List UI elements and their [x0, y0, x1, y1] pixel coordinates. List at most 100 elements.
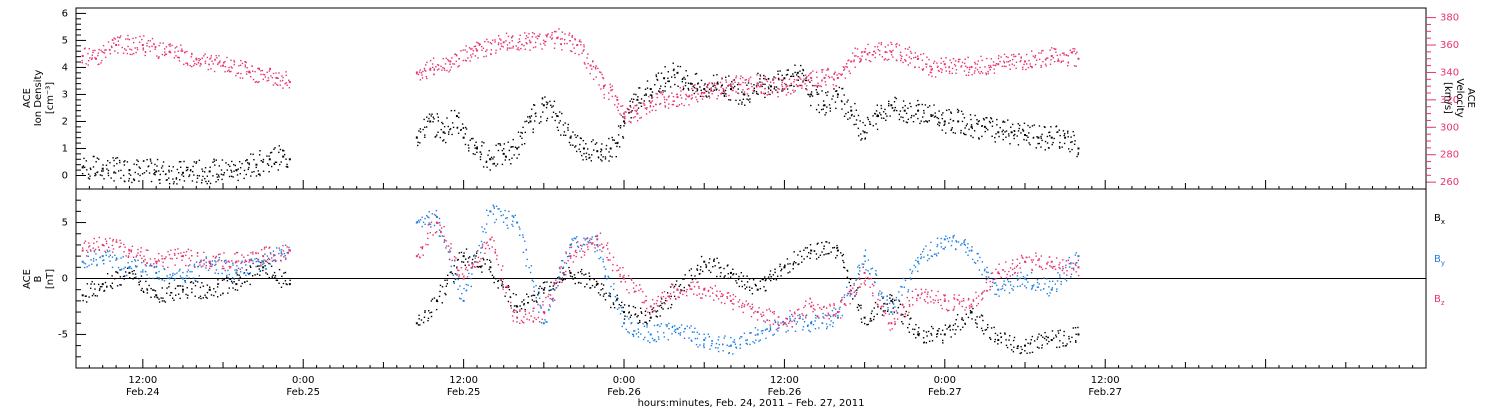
data-point-fill [236, 274, 239, 276]
data-point [716, 82, 719, 85]
data-point-fill [699, 86, 701, 88]
data-point-fill [518, 49, 520, 51]
data-point-fill [142, 47, 144, 49]
data-point-fill [680, 324, 683, 326]
data-point [128, 271, 131, 274]
data-point-fill [624, 281, 627, 283]
data-point-fill [958, 60, 960, 63]
data-point-fill [952, 328, 954, 331]
data-point-fill [546, 281, 548, 283]
data-point-fill [541, 48, 543, 50]
data-point-fill [904, 58, 906, 61]
data-point-fill [545, 34, 547, 36]
data-point [489, 238, 492, 241]
data-point-fill [677, 296, 679, 298]
data-point-fill [206, 291, 209, 294]
data-point-fill [741, 103, 743, 105]
data-point-fill [711, 82, 713, 84]
data-point-fill [843, 266, 845, 269]
data-point-fill [857, 303, 860, 306]
data-point-fill [921, 69, 924, 71]
data-point-fill [876, 46, 879, 48]
data-point-fill [170, 292, 173, 294]
data-point [101, 283, 104, 286]
data-point-fill [278, 72, 280, 74]
data-point-fill [250, 153, 252, 155]
data-point-fill [974, 61, 976, 64]
data-point-fill [189, 259, 192, 262]
data-point-fill [585, 67, 588, 69]
data-point-fill [98, 249, 100, 251]
data-point-fill [746, 281, 749, 283]
data-point-fill [185, 166, 188, 169]
data-point-fill [1027, 136, 1029, 139]
data-point-fill [461, 123, 464, 125]
data-point-fill [141, 261, 143, 264]
data-point-fill [101, 59, 103, 62]
data-point-fill [648, 320, 651, 322]
data-point-fill [177, 248, 179, 250]
data-point-fill [809, 73, 811, 75]
data-point-fill [887, 105, 890, 107]
data-point-fill [774, 319, 776, 321]
data-point-fill [419, 219, 422, 221]
data-point-fill [97, 283, 100, 286]
data-point-fill [464, 49, 466, 51]
data-point-fill [880, 42, 883, 44]
data-point-fill [453, 63, 456, 65]
data-point-fill [122, 256, 124, 258]
data-point-fill [611, 85, 613, 87]
data-point-fill [666, 300, 668, 302]
data-point-fill [792, 73, 794, 75]
data-point-fill [215, 261, 217, 263]
data-point-fill [624, 122, 627, 124]
data-point-fill [732, 268, 734, 270]
data-point-fill [685, 93, 687, 96]
data-point-fill [1076, 155, 1078, 158]
data-point-fill [213, 158, 215, 160]
data-point-fill [134, 273, 137, 275]
data-point-fill [581, 245, 583, 247]
data-point-fill [158, 44, 160, 47]
data-point-fill [522, 236, 524, 239]
data-point-fill [470, 54, 472, 56]
data-point-fill [896, 42, 898, 45]
data-point-fill [634, 116, 636, 118]
data-point-fill [427, 310, 430, 312]
data-point-fill [104, 281, 107, 284]
data-point-fill [482, 230, 484, 233]
data-point-fill [538, 297, 541, 299]
data-point-fill [448, 258, 451, 260]
data-point-fill [537, 316, 540, 319]
data-point-fill [691, 331, 694, 333]
data-point-fill [465, 60, 468, 62]
data-point-fill [250, 175, 252, 177]
data-point-fill [571, 276, 574, 278]
data-point-fill [850, 114, 853, 117]
data-point-fill [793, 91, 795, 93]
data-point-fill [711, 340, 713, 342]
data-point-fill [122, 174, 125, 177]
data-point-fill [233, 170, 235, 172]
data-point-fill [936, 332, 939, 335]
data-point-fill [1049, 63, 1052, 65]
x-tick-date-label: Feb.25 [447, 387, 481, 398]
data-point [181, 288, 184, 291]
data-point-fill [595, 76, 597, 78]
data-point-fill [236, 269, 238, 272]
data-point-fill [870, 312, 873, 315]
data-point-fill [103, 259, 105, 261]
data-point-fill [910, 52, 913, 54]
data-point-fill [598, 84, 600, 86]
data-point-fill [723, 91, 726, 93]
data-point-fill [535, 300, 537, 302]
data-point-fill [568, 141, 571, 144]
data-point-fill [418, 71, 421, 73]
data-point-fill [285, 165, 288, 168]
density-tick-label: 2 [62, 116, 68, 127]
data-point-fill [217, 272, 220, 275]
data-point-fill [282, 76, 284, 79]
data-point-fill [611, 156, 613, 158]
data-point-fill [836, 74, 838, 76]
